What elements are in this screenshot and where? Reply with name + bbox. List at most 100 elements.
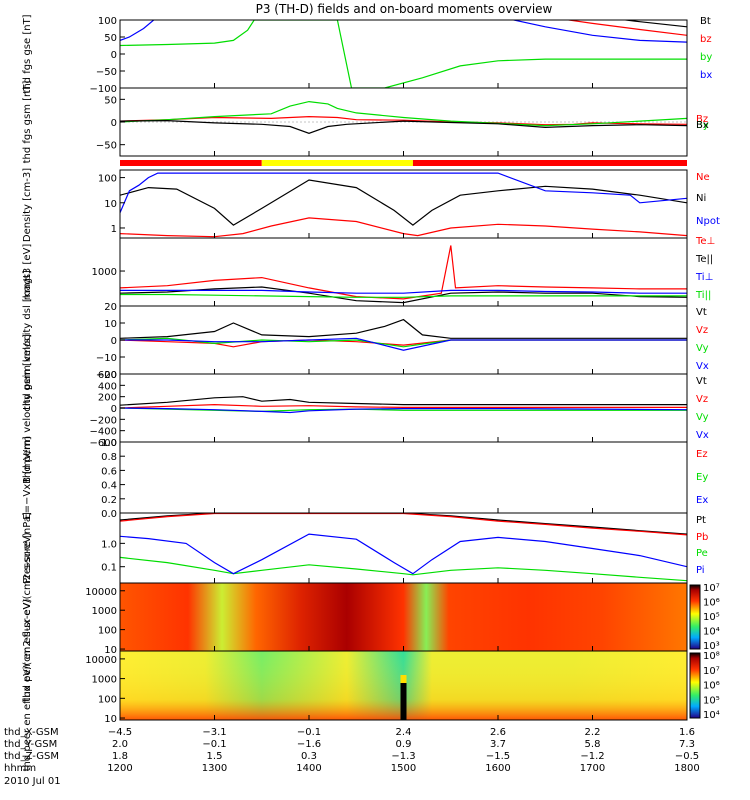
- ytick-label-perm_velocity_gsm-2: 200: [98, 393, 117, 404]
- ylabel-peer_en_eflux: thd peer en eflux eV/(cm2-s-sr-eV): [22, 599, 33, 772]
- xaxis-value-3-1: 0.9: [396, 739, 412, 750]
- series-perm_velocity_gsm-Vt: [120, 396, 687, 406]
- colorbar-label-peer_en_eflux-1: 10⁷: [703, 666, 720, 677]
- legend-temperature-Te||: Te||: [695, 254, 713, 265]
- ytick-label-perm_velocity_dsl-1: 10: [104, 319, 117, 330]
- series-density-Npot: [120, 172, 687, 214]
- ylabel-density: Density [cm-3]: [22, 168, 33, 242]
- colorbar-label-peer_en_eflux-3: 10⁵: [703, 695, 720, 706]
- panel-efield: 1.0 0.8 0.6 0.4 0.2 0.0 Ez Ey Ex E=−VxB [mV/m]: [22, 436, 708, 520]
- legend-perm_velocity_gsm-Vt: Vt: [696, 376, 707, 387]
- legend-pressure-Pi: Pi: [696, 565, 705, 576]
- xaxis-value-5-1: 5.8: [585, 739, 601, 750]
- xaxis-value-0-0: −4.5: [108, 727, 132, 738]
- colorbar-peer_en_eflux: [689, 652, 701, 719]
- ytick-label-efield-5: 0.0: [101, 509, 117, 520]
- panel-density: 100 10 1 Ne Ni Npot Density [cm-3]: [22, 168, 720, 242]
- ylabel-peir_en_eflux: thd peir en eflux eV/(cm2-s-sr-eV): [22, 532, 33, 701]
- ytick-label-fgs_gse-4: −100: [90, 84, 117, 95]
- series-density-Ni: [120, 179, 687, 226]
- ytick-label-peer_en_eflux-0: 10000: [85, 655, 117, 666]
- xaxis-value-3-0: 2.4: [396, 727, 412, 738]
- series-pressure-Pe: [120, 556, 687, 582]
- panel-peir_en_eflux: 10⁷ 10⁶ 10⁵ 10⁴ 10³ 10000 1000 100 10 thd peir en…: [22, 532, 720, 701]
- colorbar-label-peer_en_eflux-4: 10⁴: [703, 710, 720, 721]
- legend-efield-Ey: Ey: [696, 472, 708, 483]
- xaxis-row-label-0: thd_X-GSM: [4, 727, 59, 738]
- legend-fgs_gse-bz: bz: [700, 34, 712, 45]
- frame-pressure: [119, 512, 688, 584]
- ytick-label-fgs_gsm-0: 50: [104, 95, 117, 106]
- ytick-label-perm_velocity_dsl-2: 0: [111, 336, 117, 347]
- ylabel-pressure: Pressure [nPa]: [22, 512, 33, 584]
- mode-bar-segment-1: [261, 160, 413, 166]
- panel-fgs_gse: 100 50 0 −50 −100 Bt bz by bx thd fgs gse [nT]: [22, 14, 712, 95]
- xaxis-value-4-2: −1.5: [486, 751, 510, 762]
- ylabel-perm_velocity_gsm: thd perm velocity gsm [km/s]: [22, 334, 33, 482]
- series-temperature-Te⊥: [120, 245, 687, 300]
- series-pressure-Pt: [120, 513, 687, 535]
- ytick-label-perm_velocity_gsm-1: 400: [98, 381, 117, 392]
- legend-perm_velocity_gsm-Vy: Vy: [696, 412, 709, 423]
- legend-fgs_gse-Bt: Bt: [700, 16, 711, 27]
- xaxis-value-6-1: 7.3: [679, 739, 695, 750]
- frame-fgs_gsm: [119, 87, 688, 157]
- xaxis-row-label-2: thd_Z-GSM: [4, 751, 59, 762]
- ytick-label-efield-1: 0.8: [101, 452, 117, 463]
- series-perm_velocity_gsm-Vz: [120, 403, 687, 409]
- ytick-label-fgs_gse-0: 100: [98, 16, 117, 27]
- ytick-label-peir_en_eflux-1: 1000: [92, 606, 117, 617]
- ytick-label-efield-2: 0.6: [101, 466, 117, 477]
- series-perm_velocity_gsm-Vx: [120, 407, 687, 414]
- data-gap-bar: [400, 681, 407, 720]
- ylabel-fgs_gse: thd fgs gse [nT]: [22, 14, 33, 93]
- colorbar-label-peir_en_eflux-3: 10⁴: [703, 627, 720, 638]
- ytick-label-peer_en_eflux-3: 10: [104, 714, 117, 725]
- xaxis-row-label-1: thd_Y-GSM: [4, 739, 57, 750]
- xaxis-value-1-0: −3.1: [202, 727, 226, 738]
- ytick-label-perm_velocity_gsm-3: 0: [111, 404, 117, 415]
- xaxis-value-1-3: 1300: [202, 763, 227, 774]
- legend-fgs_gsm-Bz: Bz: [696, 114, 708, 125]
- ytick-label-peer_en_eflux-1: 1000: [92, 675, 117, 686]
- xaxis-value-4-3: 1600: [485, 763, 510, 774]
- ytick-label-perm_velocity_gsm-6: −600: [90, 438, 117, 449]
- legend-pressure-Pt: Pt: [696, 515, 706, 526]
- ytick-label-density-0: 100: [98, 174, 117, 185]
- xaxis-value-6-2: −0.5: [675, 751, 699, 762]
- legend-fgs_gse-bx: bx: [700, 70, 712, 81]
- series-fgs_gsm-Bz: [120, 115, 687, 126]
- xaxis-value-2-1: −1.6: [297, 739, 321, 750]
- legend-pressure-Pb: Pb: [696, 532, 708, 543]
- xaxis-value-5-3: 1700: [580, 763, 605, 774]
- panel-pressure: 1.0 0.1 Pt Pb Pe Pi Pressure [nPa]: [22, 512, 708, 584]
- ytick-label-perm_velocity_dsl-0: 20: [104, 302, 117, 313]
- ytick-label-fgs_gsm-1: 0: [111, 118, 117, 129]
- colorbar-label-peir_en_eflux-0: 10⁷: [703, 583, 720, 594]
- xaxis-value-0-2: 1.8: [112, 751, 128, 762]
- xaxis-row-label-4: 2010 Jul 01: [4, 776, 61, 787]
- legend-pressure-Pe: Pe: [696, 548, 708, 559]
- series-perm_velocity_dsl-Vx: [120, 337, 687, 351]
- ytick-label-fgs_gsm-2: −50: [96, 141, 117, 152]
- ytick-label-perm_velocity_gsm-0: 600: [98, 370, 117, 381]
- mode-bar-segment-0: [120, 160, 262, 166]
- legend-efield-Ex: Ex: [696, 495, 708, 506]
- ytick-label-fgs_gse-3: −50: [96, 67, 117, 78]
- mode-bar-segment-2: [412, 160, 687, 166]
- series-temperature-Ti||: [120, 293, 687, 298]
- xaxis-value-2-2: 0.3: [301, 751, 317, 762]
- xaxis-row-label-3: hhmm: [4, 763, 36, 774]
- ytick-label-perm_velocity_dsl-4: −20: [96, 370, 117, 381]
- ylabel-fgs_gsm: thd fgs gsm [nT]: [22, 81, 33, 164]
- xaxis-value-2-0: −0.1: [297, 727, 321, 738]
- legend-perm_velocity_dsl-Vz: Vz: [696, 325, 708, 336]
- ytick-label-peir_en_eflux-2: 100: [98, 626, 117, 637]
- ytick-label-efield-3: 0.4: [101, 481, 117, 492]
- xaxis-value-6-0: 1.6: [679, 727, 695, 738]
- legend-temperature-Ti||: Ti||: [695, 290, 711, 301]
- ytick-label-pressure-1: 0.1: [101, 563, 117, 574]
- ytick-label-peir_en_eflux-0: 10000: [85, 587, 117, 598]
